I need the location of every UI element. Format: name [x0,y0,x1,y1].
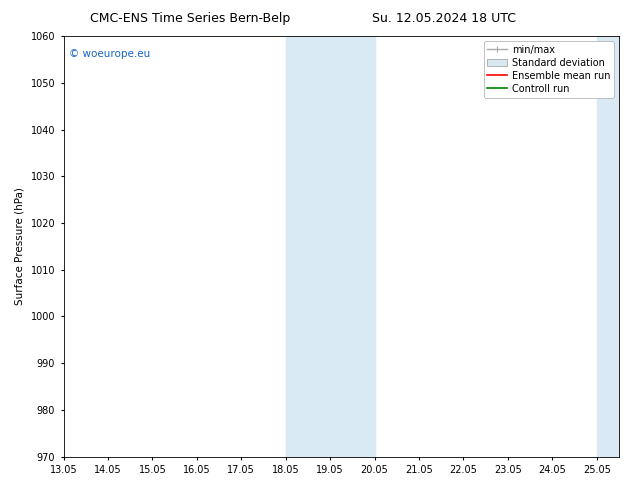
Text: Su. 12.05.2024 18 UTC: Su. 12.05.2024 18 UTC [372,12,516,25]
Text: CMC-ENS Time Series Bern-Belp: CMC-ENS Time Series Bern-Belp [90,12,290,25]
Legend: min/max, Standard deviation, Ensemble mean run, Controll run: min/max, Standard deviation, Ensemble me… [484,41,614,98]
Bar [597,36,634,457]
Bar [286,36,375,457]
Text: © woeurope.eu: © woeurope.eu [69,49,150,59]
Y-axis label: Surface Pressure (hPa): Surface Pressure (hPa) [15,188,25,305]
